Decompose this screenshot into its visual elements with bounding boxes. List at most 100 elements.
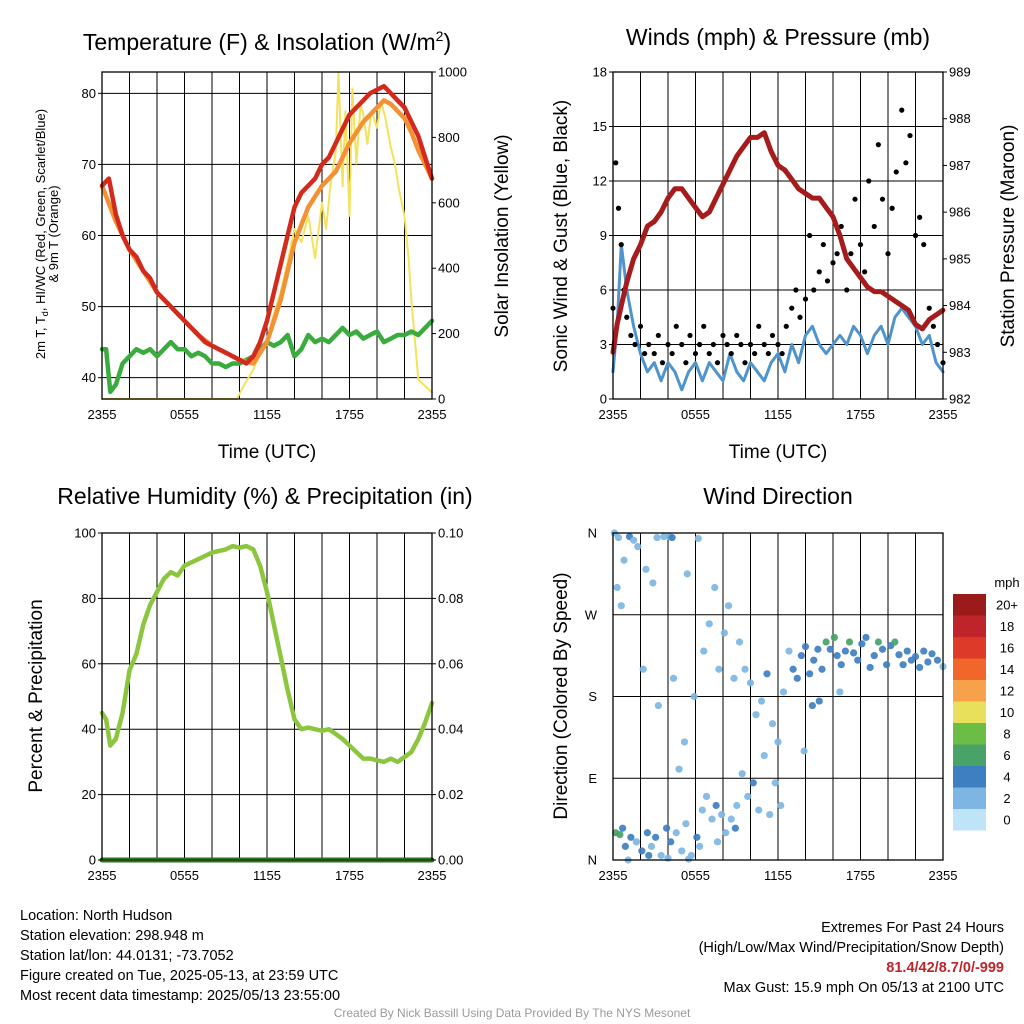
station-location: Location: North Hudson	[20, 908, 173, 924]
extremes-subtitle: (High/Low/Max Wind/Precipitation/Snow De…	[698, 940, 1004, 956]
gust-point	[724, 341, 730, 348]
temperature-ticks: 2355 0555 1155 1755 235540506070800200400600…	[82, 65, 467, 423]
colorbar-swatch	[953, 680, 986, 702]
direction-point	[924, 658, 932, 666]
colorbar-swatch	[953, 787, 986, 809]
direction-point	[693, 833, 701, 841]
gust-point	[624, 314, 630, 320]
direction-point	[715, 665, 723, 673]
temperature-panel: Temperature (F) & Insolation (W/m2) 2355…	[33, 28, 513, 463]
gust-point	[687, 332, 693, 339]
direction-point	[733, 801, 741, 810]
gust-point	[921, 241, 927, 248]
wind-direction-points	[610, 529, 947, 864]
direction-point	[708, 815, 716, 823]
x-tick-label: 1755	[335, 868, 364, 883]
temp-2m-line	[99, 83, 435, 366]
gust-point	[728, 350, 734, 357]
gust-point	[742, 360, 748, 366]
colorbar-swatch	[953, 594, 986, 616]
direction-point	[818, 665, 826, 673]
y-tick-label: 0.00	[438, 853, 463, 868]
gust-point	[646, 341, 652, 348]
y-tick-label: 6	[600, 283, 607, 298]
y-tick-label: 0	[600, 392, 607, 407]
gust-point	[844, 287, 850, 293]
gust-point	[934, 341, 941, 348]
gust-point	[628, 332, 634, 339]
y-tick-label: 15	[593, 119, 607, 134]
winds-panel: Winds (mph) & Pressure (mb) 2355 0555 1155…	[551, 24, 1019, 463]
direction-point	[712, 801, 720, 810]
y-tick-label: 80	[82, 86, 96, 101]
wind-direction-plot-frame	[612, 532, 944, 861]
gust-point	[848, 251, 854, 257]
direction-point	[649, 579, 657, 587]
gust-point	[783, 323, 789, 329]
temperature-plot-frame	[101, 71, 433, 400]
humidity-panel: Relative Humidity (%) & Precipitation (i…	[26, 483, 473, 883]
direction-point	[815, 697, 823, 705]
gust-point	[871, 223, 877, 230]
direction-point	[793, 674, 801, 682]
credit-line: Created By Nick Bassill Using Data Provi…	[333, 1006, 691, 1020]
gust-point	[866, 178, 872, 184]
gust-point	[651, 350, 657, 357]
wind-direction-grid	[613, 533, 943, 860]
gust-point	[669, 350, 675, 357]
direction-point	[797, 652, 805, 660]
gust-point	[673, 323, 679, 329]
y-tick-label: 0.08	[438, 591, 463, 606]
y-tick-label: 0	[89, 853, 96, 868]
colorbar-label: 4	[1003, 769, 1010, 784]
direction-point	[785, 647, 793, 655]
gust-point	[779, 350, 785, 357]
y-tick-label: 0	[438, 392, 445, 407]
direction-tick-label: S	[588, 689, 597, 704]
direction-point	[694, 534, 702, 543]
direction-point	[755, 806, 763, 814]
direction-point	[690, 692, 698, 701]
x-tick-label: 2355	[88, 407, 117, 422]
direction-point	[777, 801, 785, 810]
direction-point	[850, 649, 858, 657]
x-tick-label: 0555	[170, 868, 199, 883]
gust-point	[679, 341, 685, 348]
direction-point	[899, 661, 907, 669]
direction-point	[801, 642, 810, 651]
direction-point	[634, 543, 642, 551]
direction-point	[895, 651, 903, 659]
direction-point	[735, 638, 744, 646]
winds-series	[610, 107, 946, 392]
winds-y-right-label: Station Pressure (Maroon)	[998, 125, 1019, 348]
y-tick-label: 400	[438, 261, 460, 276]
direction-point	[660, 533, 668, 541]
sonic-wind-line	[611, 243, 945, 392]
y-tick-label: 60	[82, 228, 96, 243]
direction-point	[810, 656, 818, 664]
direction-point	[711, 583, 719, 592]
y-tick-label: 18	[593, 65, 607, 80]
direction-point	[731, 824, 739, 832]
direction-point	[814, 645, 822, 653]
winds-x-label: Time (UTC)	[729, 442, 828, 463]
x-tick-label: 0555	[681, 407, 710, 422]
direction-point	[862, 633, 870, 642]
colorbar-swatch	[953, 744, 986, 766]
direction-point	[822, 638, 830, 646]
direction-point	[667, 838, 675, 846]
gust-point	[802, 296, 809, 302]
direction-point	[682, 820, 690, 828]
station-latlon: Station lat/lon: 44.0131; -73.7052	[20, 948, 234, 964]
direction-point	[657, 851, 665, 860]
y-tick-label: 0.02	[438, 787, 463, 802]
y-tick-label: 987	[949, 158, 971, 173]
winds-plot-frame	[612, 71, 944, 400]
gust-point	[797, 314, 803, 320]
direction-point	[757, 697, 766, 705]
direction-point	[620, 556, 628, 564]
gust-point	[697, 341, 703, 348]
direction-point	[774, 738, 782, 746]
x-tick-label: 1755	[335, 407, 364, 422]
